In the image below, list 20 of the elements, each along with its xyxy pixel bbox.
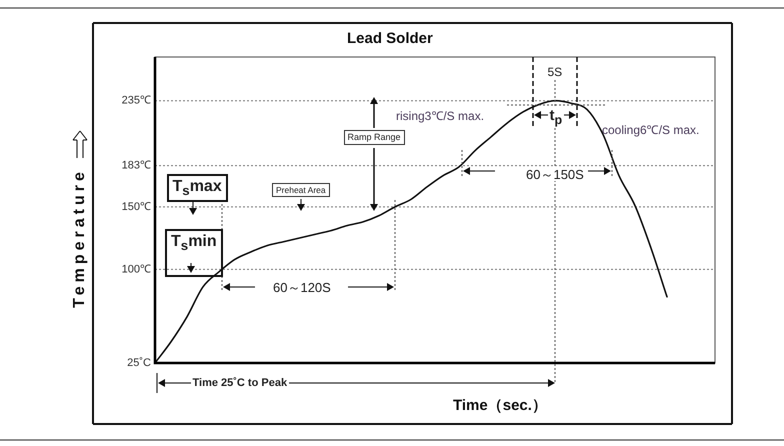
annotation: T$_{s}$min [165,229,223,277]
annotation: cooling6℃/S max. [602,123,700,137]
line-series [154,100,668,363]
annotation: t$_{p}$ [548,106,564,126]
y-tick-label: 25˚C [127,357,152,370]
annotation: 60～150S [524,166,586,182]
y-tick-label: 150℃ [122,200,151,213]
annotation: rising3℃/S max. [396,109,484,123]
y-tick-label: 183℃ [122,160,151,172]
text: Time 25˚C to Peak [190,376,290,388]
y-tick-label: 235℃ [122,94,151,107]
x-axis-title: Time（sec.） [453,396,547,414]
annotation: 60～120S [271,280,333,294]
annotation: Preheat Area [272,182,330,197]
annotation: 5S [548,65,562,79]
chart-title: Lead Solder [347,30,433,46]
annotation: T$_{s}$max [166,174,228,202]
y-tick-label: 100℃ [122,263,151,276]
y-axis-title: Temperature [70,168,88,308]
annotation: Ramp Range [344,130,405,144]
